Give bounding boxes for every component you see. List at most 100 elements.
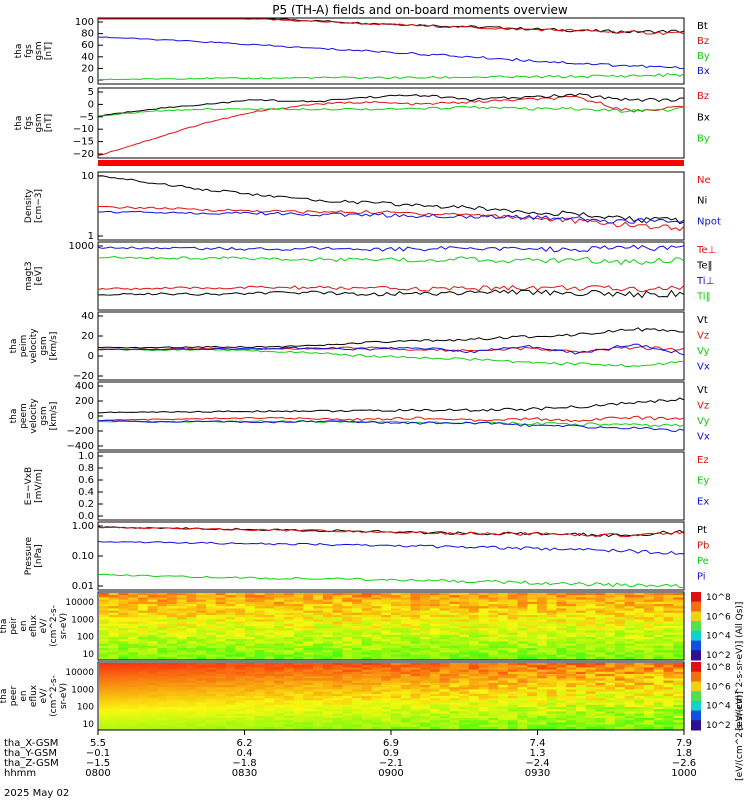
heat-cell xyxy=(449,667,460,671)
ytick-label: 60 xyxy=(81,40,94,51)
heat-cell xyxy=(381,612,392,616)
heat-cell xyxy=(400,645,411,649)
heat-cell xyxy=(663,632,674,636)
heat-cell xyxy=(537,665,548,668)
heat-cell xyxy=(391,617,402,620)
heat-cell xyxy=(468,610,480,614)
heat-cell xyxy=(546,704,557,708)
heat-cell xyxy=(517,597,528,601)
heat-cell xyxy=(546,685,557,688)
heat-cell xyxy=(303,634,314,638)
legend-label-Vy: Vy xyxy=(697,346,710,357)
heat-cell xyxy=(147,597,158,601)
heat-cell xyxy=(575,696,587,699)
heat-cell xyxy=(274,718,285,721)
heat-cell xyxy=(215,671,227,675)
heat-cell xyxy=(118,682,129,686)
heat-cell xyxy=(449,674,460,677)
heat-cell xyxy=(673,680,684,684)
heat-cell xyxy=(137,643,149,647)
heat-cell xyxy=(206,615,217,618)
heat-cell xyxy=(108,634,119,638)
heat-cell xyxy=(556,639,567,642)
heat-cell xyxy=(478,720,489,723)
heat-cell xyxy=(254,650,265,653)
heat-cell xyxy=(215,726,227,730)
heat-cell xyxy=(274,621,285,625)
heat-cell xyxy=(108,704,119,708)
heat-cell xyxy=(459,682,470,686)
heat-cell xyxy=(498,687,509,690)
heat-cell xyxy=(575,645,587,649)
heat-cell xyxy=(391,700,402,704)
heat-cell xyxy=(147,700,158,704)
heat-cell xyxy=(429,643,441,647)
heat-cell xyxy=(488,665,499,668)
heat-cell xyxy=(254,698,265,701)
heat-cell xyxy=(517,608,528,612)
xaxis-row-value: 6.2 xyxy=(237,738,253,749)
heat-cell xyxy=(644,674,655,677)
heat-cell xyxy=(449,669,460,673)
heat-cell xyxy=(264,726,275,730)
heat-cell xyxy=(624,685,635,688)
heat-cell xyxy=(137,663,149,666)
heat-cell xyxy=(585,628,596,631)
heat-cell xyxy=(527,652,538,656)
heat-cell xyxy=(391,619,402,623)
heat-cell xyxy=(595,619,606,623)
heat-cell xyxy=(196,700,207,704)
heat-cell xyxy=(429,685,441,688)
heat-cell xyxy=(478,680,489,684)
heat-cell xyxy=(537,674,548,677)
heat-cell xyxy=(468,691,480,695)
heat-cell xyxy=(634,718,645,721)
heat-cell xyxy=(546,619,557,623)
heat-cell xyxy=(459,595,470,598)
heat-cell xyxy=(556,715,567,719)
xaxis-row-label: tha_Z-GSM xyxy=(4,758,59,769)
heat-cell xyxy=(537,696,548,699)
heat-cell xyxy=(99,698,110,701)
heat-cell xyxy=(176,628,188,631)
heat-cell xyxy=(361,689,373,693)
heat-cell xyxy=(449,678,460,682)
heat-cell xyxy=(381,604,392,607)
heat-cell xyxy=(371,671,382,675)
ylabel-line: peim xyxy=(19,335,29,358)
heat-cell xyxy=(235,663,246,666)
heat-cell xyxy=(371,656,382,660)
heat-cell xyxy=(147,619,158,623)
heat-cell xyxy=(313,639,324,642)
heat-cell xyxy=(206,612,217,616)
heat-cell xyxy=(245,722,256,726)
heat-cell xyxy=(313,637,324,640)
heat-cell xyxy=(624,648,635,651)
ylabel-line: fgs xyxy=(24,44,34,58)
heat-cell xyxy=(254,693,265,697)
heat-cell xyxy=(439,663,450,666)
heat-cell xyxy=(429,691,441,695)
heat-cell xyxy=(527,724,538,728)
heat-cell xyxy=(614,608,626,612)
heat-cell xyxy=(478,678,489,682)
heat-cell xyxy=(206,724,217,728)
heat-cell xyxy=(215,693,227,697)
heat-cell xyxy=(468,648,480,651)
heat-cell xyxy=(118,696,129,699)
heat-cell xyxy=(585,676,596,679)
heat-cell xyxy=(245,682,256,686)
heat-cell xyxy=(556,700,567,704)
heat-cell xyxy=(235,608,246,612)
heat-cell xyxy=(108,652,119,656)
heat-cell xyxy=(400,674,411,677)
heat-cell xyxy=(196,720,207,723)
heat-cell xyxy=(653,669,665,673)
heat-cell xyxy=(206,678,217,682)
heat-cell xyxy=(673,654,684,658)
heat-cell xyxy=(186,722,197,726)
heat-cell xyxy=(624,665,635,668)
heat-cell xyxy=(225,676,236,679)
heat-cell xyxy=(264,632,275,636)
heat-cell xyxy=(206,671,217,675)
